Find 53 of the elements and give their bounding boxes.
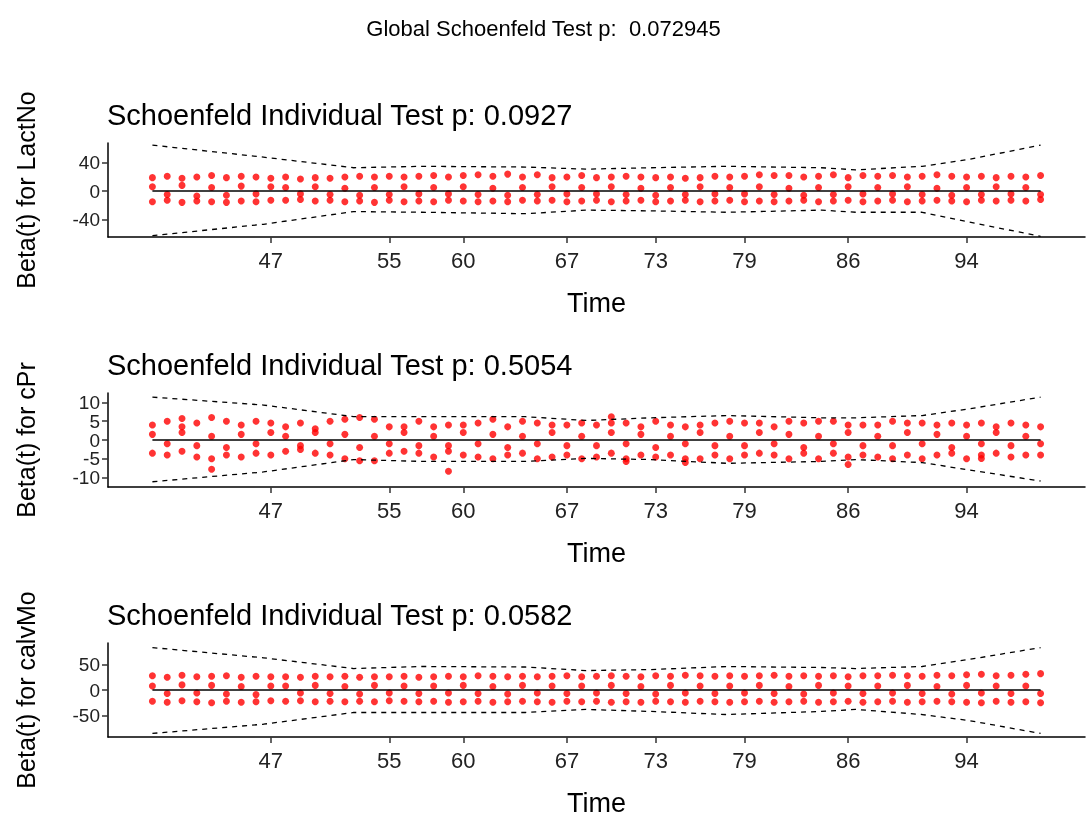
- y-tick-label: -5: [83, 448, 100, 470]
- y-tick-label: 50: [78, 653, 100, 675]
- x-tick-label: 86: [835, 747, 861, 773]
- x-axis-title: Time: [567, 287, 626, 318]
- x-tick-label: 60: [451, 747, 476, 773]
- x-tick-label: 67: [554, 747, 580, 773]
- x-tick-label: 79: [732, 497, 757, 523]
- x-tick-label: 47: [258, 497, 284, 523]
- x-tick-label: 94: [954, 747, 979, 773]
- x-tick-label: 79: [732, 247, 757, 273]
- x-tick-label: 94: [954, 247, 979, 273]
- chart-title: Schoenfeld Individual Test p: 0.5054: [107, 348, 573, 381]
- x-tick-label: 47: [258, 747, 284, 773]
- y-tick-label: 0: [89, 679, 100, 701]
- point: [607, 413, 615, 421]
- point: [444, 467, 452, 475]
- x-tick-label: 73: [643, 497, 668, 523]
- y-tick-label: 0: [89, 180, 100, 202]
- y-axis-title: Beta(t) for calvMo: [11, 591, 40, 789]
- point: [208, 465, 216, 473]
- line-series: [151, 708, 1042, 735]
- line-series: [151, 646, 1042, 672]
- x-tick-label: 47: [258, 247, 284, 273]
- y-tick-label: 5: [89, 410, 100, 432]
- y-tick-label: 10: [78, 391, 100, 413]
- chart-title: Schoenfeld Individual Test p: 0.0582: [107, 598, 573, 631]
- x-tick-label: 67: [554, 247, 580, 273]
- x-tick-label: 79: [732, 747, 757, 773]
- x-tick-label: 73: [643, 247, 668, 273]
- x-tick-label: 55: [377, 747, 402, 773]
- y-tick-label: 40: [78, 152, 100, 174]
- chart-subtitle: Schoenfeld Individual Test p: 0.0927: [107, 98, 573, 131]
- x-tick-label: 67: [554, 497, 580, 523]
- y-tick-label: -50: [72, 705, 100, 727]
- x-axis-title: Time: [567, 537, 626, 568]
- x-tick-label: 55: [377, 247, 402, 273]
- point: [844, 460, 852, 468]
- y-axis-title: Beta(t) for LactNo: [11, 91, 40, 289]
- chart-title: Global Schoenfeld Test p: 0.072945: [366, 15, 721, 41]
- point: [178, 415, 186, 423]
- x-tick-label: 86: [835, 497, 861, 523]
- x-tick-label: 60: [451, 247, 476, 273]
- y-tick-label: -10: [72, 467, 100, 489]
- y-tick-label: -40: [72, 208, 100, 230]
- line-series: [151, 144, 1042, 171]
- y-tick-label: 0: [89, 429, 100, 451]
- x-tick-label: 73: [643, 747, 668, 773]
- x-axis-title: Time: [567, 787, 626, 818]
- x-tick-label: 55: [377, 497, 402, 523]
- x-tick-label: 94: [954, 497, 979, 523]
- x-tick-label: 86: [835, 247, 861, 273]
- x-tick-label: 60: [451, 497, 476, 523]
- y-axis-title: Beta(t) for cPr: [11, 362, 40, 518]
